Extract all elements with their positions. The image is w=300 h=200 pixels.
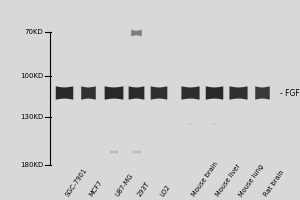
Polygon shape: [206, 86, 223, 100]
Polygon shape: [129, 86, 144, 100]
Polygon shape: [56, 86, 73, 100]
Text: 130KD: 130KD: [20, 114, 44, 120]
Text: 180KD: 180KD: [20, 162, 44, 168]
Polygon shape: [189, 123, 192, 125]
Polygon shape: [56, 87, 73, 99]
Polygon shape: [255, 87, 270, 99]
Text: 100KD: 100KD: [20, 73, 44, 79]
Text: LO2: LO2: [159, 184, 171, 198]
Text: SGC-7901: SGC-7901: [64, 168, 88, 198]
Text: 293T: 293T: [136, 181, 151, 198]
Polygon shape: [131, 30, 142, 36]
Text: Mouse liver: Mouse liver: [214, 163, 241, 198]
Polygon shape: [133, 150, 140, 154]
Polygon shape: [151, 87, 167, 99]
Polygon shape: [133, 150, 140, 154]
Polygon shape: [182, 86, 200, 100]
Text: - FGFR2: - FGFR2: [280, 88, 300, 98]
Polygon shape: [151, 86, 167, 100]
Polygon shape: [81, 87, 96, 99]
Text: Mouse lung: Mouse lung: [238, 163, 265, 198]
Polygon shape: [129, 87, 144, 99]
Text: 70KD: 70KD: [25, 29, 44, 35]
Polygon shape: [230, 86, 247, 100]
Polygon shape: [110, 150, 118, 154]
Polygon shape: [182, 87, 200, 99]
Text: Mouse brain: Mouse brain: [190, 161, 219, 198]
Polygon shape: [131, 29, 142, 37]
Polygon shape: [230, 87, 247, 99]
Polygon shape: [110, 150, 118, 154]
Polygon shape: [105, 87, 123, 99]
Polygon shape: [213, 123, 216, 125]
Polygon shape: [105, 86, 123, 100]
Text: U87-MG: U87-MG: [114, 173, 134, 198]
Polygon shape: [213, 123, 216, 125]
Polygon shape: [189, 123, 192, 125]
Polygon shape: [81, 86, 96, 100]
Polygon shape: [206, 87, 223, 99]
Text: Rat brain: Rat brain: [262, 169, 285, 198]
Polygon shape: [255, 86, 270, 100]
Text: MCF7: MCF7: [88, 180, 104, 198]
